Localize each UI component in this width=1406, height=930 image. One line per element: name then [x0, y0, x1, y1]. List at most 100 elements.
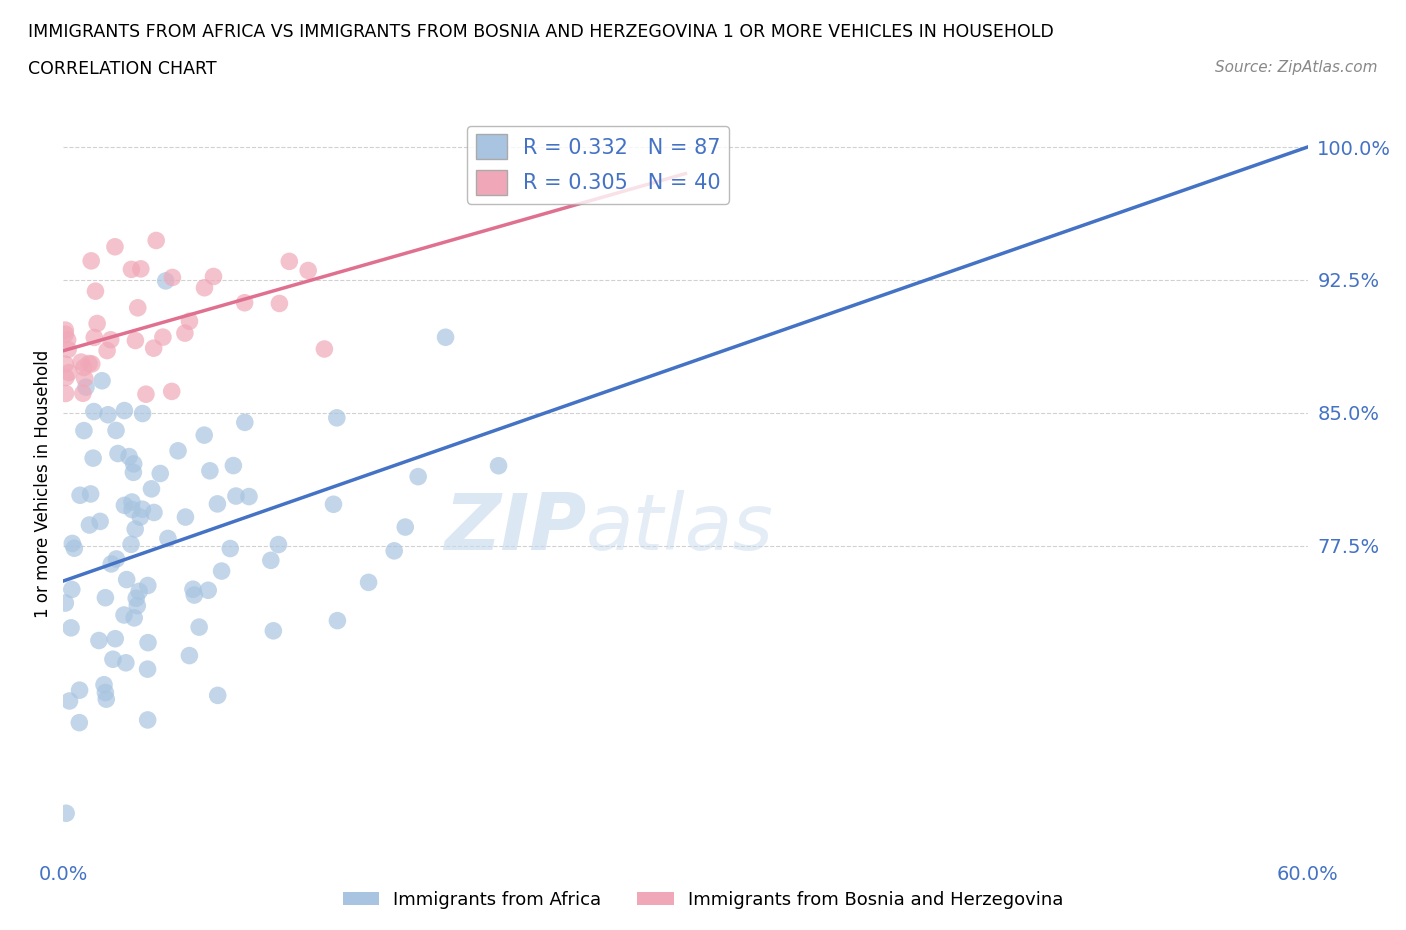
Point — [97, 407, 120, 422]
Point — [89, 514, 111, 529]
Point — [127, 598, 149, 613]
Point — [120, 262, 142, 277]
Point — [56, 332, 79, 347]
Point — [152, 329, 174, 344]
Point — [77, 356, 100, 371]
Point — [84, 284, 107, 299]
Text: Source: ZipAtlas.com: Source: ZipAtlas.com — [1215, 60, 1378, 75]
Point — [122, 465, 145, 480]
Point — [193, 428, 215, 443]
Point — [129, 261, 152, 276]
Point — [93, 677, 115, 692]
Point — [322, 497, 344, 512]
Point — [104, 239, 127, 254]
Point — [69, 488, 91, 503]
Point — [162, 270, 184, 285]
Point — [58, 365, 80, 380]
Point — [73, 360, 96, 375]
Point — [207, 497, 229, 512]
Text: CORRELATION CHART: CORRELATION CHART — [28, 60, 217, 78]
Point — [79, 486, 101, 501]
Point — [80, 356, 103, 371]
Text: IMMIGRANTS FROM AFRICA VS IMMIGRANTS FROM BOSNIA AND HERZEGOVINA 1 OR MORE VEHIC: IMMIGRANTS FROM AFRICA VS IMMIGRANTS FRO… — [28, 23, 1054, 41]
Point — [326, 410, 349, 425]
Point — [73, 371, 96, 386]
Point — [91, 373, 114, 388]
Point — [181, 582, 204, 597]
Point — [233, 415, 256, 430]
Point — [60, 582, 83, 597]
Point — [125, 591, 148, 605]
Point — [83, 405, 105, 419]
Y-axis label: 1 or more Vehicles in Household: 1 or more Vehicles in Household — [34, 350, 52, 618]
Point — [129, 510, 152, 525]
Legend: Immigrants from Africa, Immigrants from Bosnia and Herzegovina: Immigrants from Africa, Immigrants from … — [336, 884, 1070, 916]
Point — [53, 326, 76, 341]
Point — [124, 333, 146, 348]
Point — [136, 635, 159, 650]
Point — [86, 316, 108, 331]
Point — [94, 685, 117, 700]
Point — [193, 280, 215, 295]
Point — [136, 712, 159, 727]
Point — [80, 254, 103, 269]
Point — [55, 370, 77, 385]
Point — [183, 588, 205, 603]
Point — [63, 540, 86, 555]
Point — [326, 613, 349, 628]
Point — [53, 323, 76, 338]
Point — [382, 543, 405, 558]
Point — [434, 330, 457, 345]
Point — [219, 541, 242, 556]
Point — [269, 296, 291, 311]
Point — [149, 466, 172, 481]
Point — [238, 489, 260, 504]
Point — [357, 575, 380, 590]
Point — [136, 578, 159, 593]
Point — [222, 458, 245, 473]
Point — [179, 313, 201, 328]
Point — [488, 458, 510, 473]
Text: ZIP: ZIP — [444, 490, 586, 566]
Point — [56, 342, 79, 357]
Point — [60, 536, 83, 551]
Point — [131, 406, 153, 421]
Point — [127, 300, 149, 315]
Point — [131, 502, 153, 517]
Point — [202, 269, 225, 284]
Point — [75, 379, 97, 394]
Point — [135, 387, 157, 402]
Point — [188, 619, 211, 634]
Point — [121, 502, 143, 517]
Point — [72, 386, 94, 401]
Point — [167, 444, 190, 458]
Point — [60, 620, 83, 635]
Point — [101, 652, 124, 667]
Point — [225, 488, 247, 503]
Point — [55, 386, 77, 401]
Text: atlas: atlas — [586, 490, 773, 566]
Point — [179, 648, 201, 663]
Point — [143, 505, 166, 520]
Point — [100, 332, 122, 347]
Point — [406, 470, 429, 485]
Legend: R = 0.332   N = 87, R = 0.305   N = 40: R = 0.332 N = 87, R = 0.305 N = 40 — [467, 126, 730, 204]
Point — [122, 457, 145, 472]
Point — [87, 633, 110, 648]
Point — [67, 715, 90, 730]
Point — [58, 694, 80, 709]
Point — [174, 510, 197, 525]
Point — [141, 482, 163, 497]
Point — [115, 656, 138, 671]
Point — [260, 553, 283, 568]
Point — [53, 357, 76, 372]
Point — [128, 584, 150, 599]
Point — [83, 330, 105, 345]
Point — [155, 273, 177, 288]
Point — [314, 341, 336, 356]
Point — [145, 233, 167, 248]
Point — [69, 683, 91, 698]
Point — [105, 551, 128, 566]
Point — [105, 423, 128, 438]
Point — [211, 564, 233, 578]
